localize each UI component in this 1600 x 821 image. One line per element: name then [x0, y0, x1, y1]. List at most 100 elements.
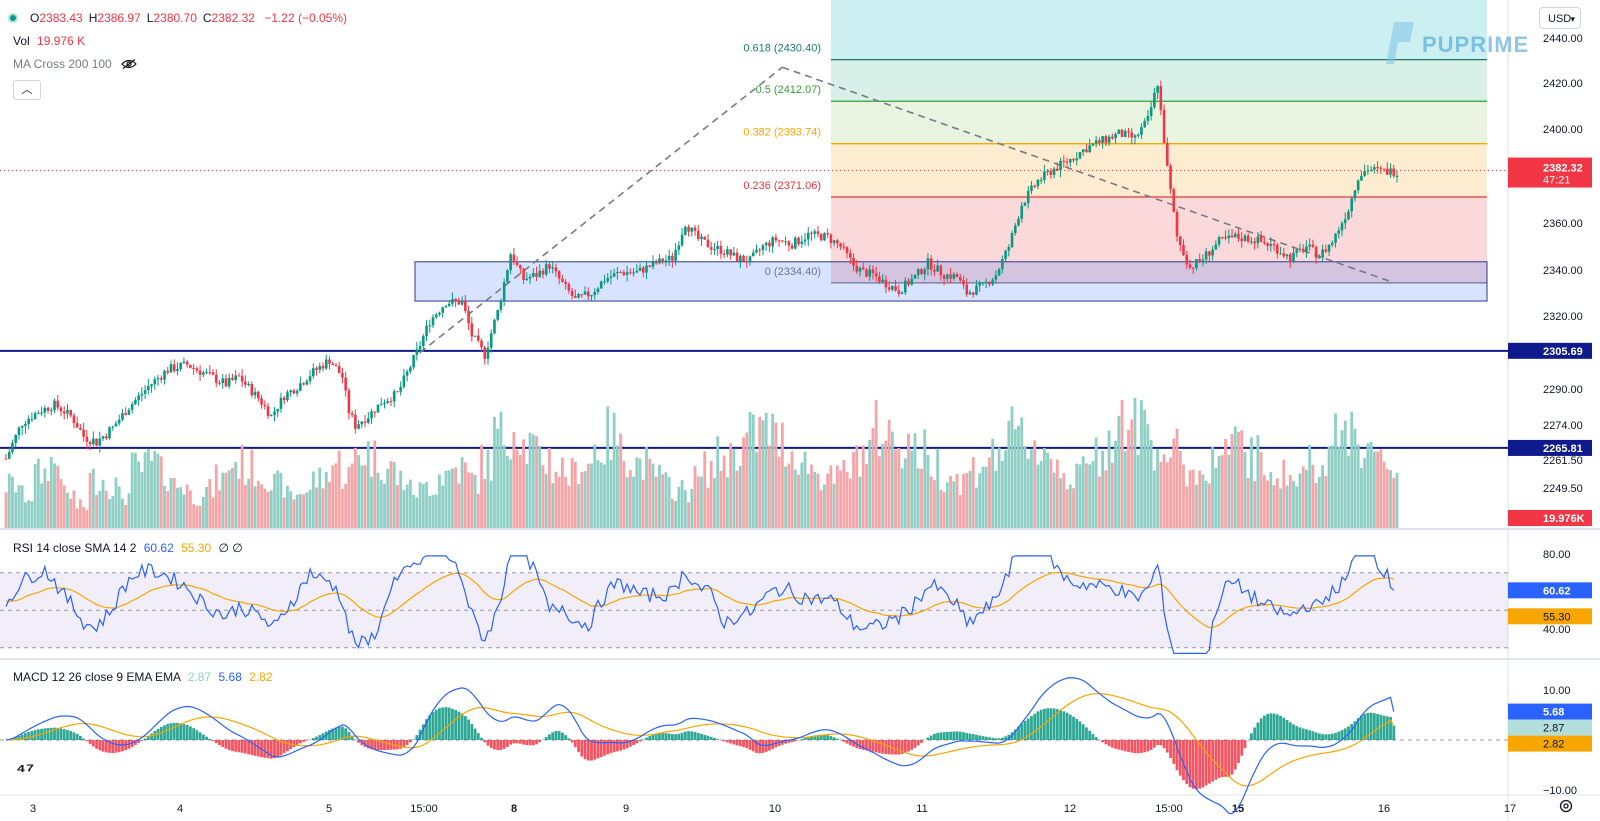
candle-body[interactable]	[176, 368, 179, 371]
candle-body[interactable]	[1288, 254, 1292, 263]
candle-body[interactable]	[506, 270, 509, 283]
candle-body[interactable]	[415, 349, 419, 356]
candle-body[interactable]	[231, 377, 234, 380]
candle-body[interactable]	[396, 391, 399, 393]
candle-body[interactable]	[1107, 136, 1111, 143]
macd-line[interactable]	[5, 677, 1395, 815]
candle-body[interactable]	[263, 404, 267, 407]
candle-body[interactable]	[975, 285, 978, 295]
candle-body[interactable]	[289, 390, 292, 393]
candle-body[interactable]	[370, 411, 373, 419]
candle-body[interactable]	[677, 245, 681, 250]
candle-body[interactable]	[379, 404, 383, 406]
candle-body[interactable]	[1056, 168, 1059, 171]
candle-body[interactable]	[1233, 233, 1237, 238]
candle-body[interactable]	[622, 272, 626, 275]
candle-body[interactable]	[337, 366, 341, 374]
candle-body[interactable]	[1185, 254, 1189, 265]
candle-body[interactable]	[244, 381, 247, 385]
candle-body[interactable]	[253, 391, 257, 396]
candle-body[interactable]	[684, 227, 687, 235]
candle-body[interactable]	[981, 282, 985, 284]
candle-body[interactable]	[1085, 149, 1088, 152]
candle-body[interactable]	[163, 370, 166, 380]
candle-body[interactable]	[903, 280, 907, 293]
candle-body[interactable]	[593, 291, 597, 296]
hidden-eye-icon[interactable]	[121, 59, 137, 69]
candle-body[interactable]	[913, 274, 917, 279]
candle-body[interactable]	[386, 401, 390, 404]
candle-body[interactable]	[75, 423, 79, 428]
candle-body[interactable]	[648, 265, 652, 267]
candle-body[interactable]	[800, 241, 804, 244]
candle-body[interactable]	[182, 361, 186, 364]
candle-body[interactable]	[147, 386, 150, 391]
candle-body[interactable]	[1324, 249, 1328, 252]
candle-body[interactable]	[205, 372, 208, 374]
candle-body[interactable]	[635, 270, 639, 273]
candle-body[interactable]	[632, 272, 635, 274]
candle-body[interactable]	[1363, 171, 1366, 176]
candle-body[interactable]	[470, 323, 474, 337]
candle-body[interactable]	[1078, 152, 1082, 159]
candle-body[interactable]	[1023, 202, 1027, 206]
candle-body[interactable]	[33, 413, 37, 419]
candle-body[interactable]	[654, 261, 658, 264]
candle-body[interactable]	[768, 242, 771, 247]
rising-trendline[interactable]	[419, 66, 783, 354]
candle-body[interactable]	[719, 245, 723, 254]
candle-body[interactable]	[567, 283, 571, 291]
candle-body[interactable]	[92, 438, 95, 445]
candle-body[interactable]	[1017, 218, 1020, 226]
candle-body[interactable]	[79, 427, 82, 430]
candle-body[interactable]	[234, 375, 237, 380]
candle-body[interactable]	[1062, 160, 1066, 162]
candle-body[interactable]	[360, 421, 364, 425]
candle-body[interactable]	[46, 407, 50, 411]
candle-body[interactable]	[942, 275, 946, 279]
candle-body[interactable]	[137, 395, 140, 400]
candle-body[interactable]	[1081, 149, 1085, 153]
candle-body[interactable]	[583, 291, 587, 295]
candle-body[interactable]	[1217, 237, 1221, 245]
candle-body[interactable]	[878, 276, 881, 283]
candle-body[interactable]	[1143, 120, 1146, 128]
candle-body[interactable]	[1389, 168, 1392, 175]
candle-body[interactable]	[308, 376, 312, 382]
candle-body[interactable]	[273, 411, 276, 415]
candle-body[interactable]	[696, 230, 700, 240]
candle-body[interactable]	[1140, 127, 1143, 135]
candle-body[interactable]	[541, 270, 545, 275]
candle-body[interactable]	[185, 361, 189, 365]
candle-body[interactable]	[282, 397, 286, 401]
candle-body[interactable]	[1013, 225, 1017, 234]
candle-body[interactable]	[1201, 259, 1205, 261]
candle-body[interactable]	[900, 292, 904, 294]
candle-body[interactable]	[211, 372, 215, 375]
candle-body[interactable]	[127, 409, 131, 415]
candle-body[interactable]	[1091, 143, 1095, 146]
candle-body[interactable]	[418, 346, 422, 350]
candle-body[interactable]	[405, 371, 409, 376]
candle-body[interactable]	[286, 392, 289, 401]
candle-body[interactable]	[367, 418, 370, 423]
candle-body[interactable]	[1065, 161, 1069, 163]
candle-body[interactable]	[389, 401, 393, 403]
macd-legend[interactable]: MACD 12 26 close 9 EMA EMA 2.87 5.68 2.8…	[13, 670, 273, 684]
candle-body[interactable]	[641, 267, 645, 273]
candle-body[interactable]	[62, 411, 66, 414]
candle-body[interactable]	[690, 227, 694, 232]
candle-body[interactable]	[916, 269, 920, 275]
candle-body[interactable]	[399, 386, 402, 392]
candle-body[interactable]	[69, 409, 72, 416]
candle-body[interactable]	[447, 303, 451, 307]
candle-body[interactable]	[1159, 86, 1163, 110]
candle-body[interactable]	[1266, 242, 1269, 246]
candle-body[interactable]	[302, 383, 305, 385]
candle-body[interactable]	[509, 254, 512, 271]
candle-body[interactable]	[331, 363, 335, 366]
candle-body[interactable]	[836, 240, 839, 244]
candle-body[interactable]	[884, 279, 888, 288]
rsi-legend[interactable]: RSI 14 close SMA 14 2 60.62 55.30 ∅ ∅	[13, 541, 243, 555]
candle-body[interactable]	[156, 378, 160, 380]
